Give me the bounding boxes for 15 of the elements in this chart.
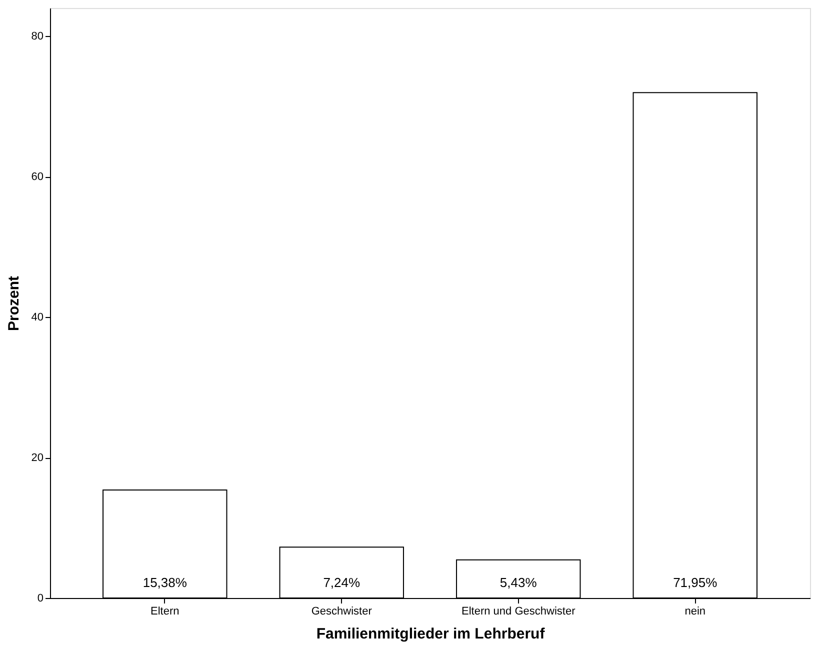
- data-label: 5,43%: [500, 575, 538, 590]
- data-label: 71,95%: [673, 575, 718, 590]
- x-tick-label: Eltern: [150, 606, 180, 618]
- x-tick-label: nein: [684, 606, 706, 618]
- y-tick-label: 80: [31, 30, 44, 43]
- x-tick-label: Eltern und Geschwister: [462, 606, 576, 618]
- y-tick-label: 20: [31, 452, 44, 464]
- data-label: 7,24%: [323, 575, 360, 590]
- y-tick-label: 40: [31, 312, 44, 324]
- y-tick-label: 60: [31, 171, 44, 184]
- x-axis-title: Familienmitglieder im Lehrberuf: [316, 626, 546, 642]
- y-axis-title: Prozent: [5, 276, 22, 332]
- data-label: 15,38%: [142, 575, 188, 590]
- y-tick-label: 0: [37, 592, 44, 604]
- x-tick-label: Geschwister: [311, 606, 372, 618]
